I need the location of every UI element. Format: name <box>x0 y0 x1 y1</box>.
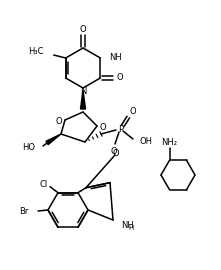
Text: Cl: Cl <box>40 180 48 189</box>
Text: P: P <box>118 124 124 133</box>
Polygon shape <box>80 90 86 109</box>
Text: O: O <box>80 25 86 33</box>
Polygon shape <box>46 134 61 145</box>
Text: NH: NH <box>121 221 134 229</box>
Text: HO: HO <box>22 143 35 153</box>
Text: O: O <box>130 107 136 116</box>
Text: NH₂: NH₂ <box>162 138 177 147</box>
Text: H₃C: H₃C <box>28 48 44 56</box>
Text: O: O <box>56 116 62 126</box>
Text: OH: OH <box>140 137 153 147</box>
Text: O: O <box>113 148 119 157</box>
Text: O: O <box>116 73 123 83</box>
Text: N: N <box>80 87 86 96</box>
Text: O: O <box>111 147 117 156</box>
Text: NH: NH <box>109 52 122 62</box>
Text: O: O <box>100 123 106 133</box>
Text: H: H <box>128 225 133 231</box>
Text: Br: Br <box>19 208 28 217</box>
